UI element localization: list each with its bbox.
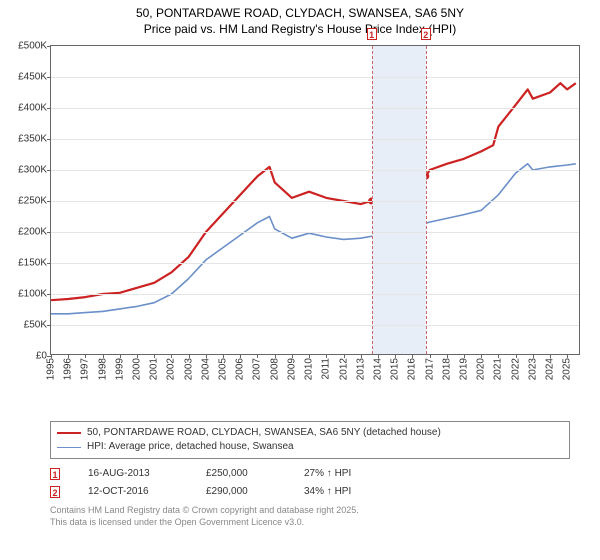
xtick-label: 1996 [63,358,74,380]
gridline [51,139,579,140]
xtick-label: 2017 [424,358,435,380]
marker-table-id: 1 [50,468,60,480]
ytick-mark [47,325,51,326]
xtick-label: 2024 [545,358,556,380]
legend-swatch [57,432,81,434]
ytick-label: £200K [18,227,47,238]
footer-attribution: Contains HM Land Registry data © Crown c… [50,505,570,528]
xtick-label: 2004 [200,358,211,380]
series-price_paid [51,83,576,300]
legend-row: 50, PONTARDAWE ROAD, CLYDACH, SWANSEA, S… [57,426,563,440]
gridline [51,294,579,295]
gridline [51,325,579,326]
legend-label: HPI: Average price, detached house, Swan… [87,440,294,454]
ytick-label: £300K [18,165,47,176]
xtick-label: 2006 [235,358,246,380]
ytick-label: £500K [18,41,47,52]
xtick-label: 2014 [372,358,383,380]
xtick-label: 2022 [510,358,521,380]
plot-area: £0£50K£100K£150K£200K£250K£300K£350K£400… [50,45,580,355]
xtick-label: 2018 [441,358,452,380]
marker-table: 1 16-AUG-2013 £250,000 27% ↑ HPI 2 12-OCT-201… [50,465,570,501]
xtick-label: 2000 [132,358,143,380]
xtick-label: 2011 [321,358,332,380]
ytick-label: £400K [18,103,47,114]
marker-table-date: 16-AUG-2013 [88,465,178,483]
gridline [51,170,579,171]
ytick-label: £50K [24,320,47,331]
xtick-label: 2003 [183,358,194,380]
marker-table-row: 2 12-OCT-2016 £290,000 34% ↑ HPI [50,483,570,501]
footer-line1: Contains HM Land Registry data © Crown c… [50,505,570,517]
marker-table-date: 12-OCT-2016 [88,483,178,501]
legend-swatch [57,447,81,448]
xtick-label: 1999 [114,358,125,380]
xtick-label: 2015 [390,358,401,380]
xtick-label: 2021 [493,358,504,380]
xtick-label: 1997 [80,358,91,380]
series-hpi [51,164,576,314]
title-line2: Price paid vs. HM Land Registry's House … [0,22,600,38]
xtick-label: 2002 [166,358,177,380]
ytick-label: £450K [18,72,47,83]
gridline [51,108,579,109]
marker-table-price: £290,000 [206,483,276,501]
xtick-label: 2009 [286,358,297,380]
legend-row: HPI: Average price, detached house, Swan… [57,440,563,454]
xtick-label: 2001 [149,358,160,380]
gridline [51,201,579,202]
ytick-mark [47,46,51,47]
ytick-label: £100K [18,289,47,300]
ytick-mark [47,294,51,295]
xtick-label: 1995 [46,358,57,380]
chart-title: 50, PONTARDAWE ROAD, CLYDACH, SWANSEA, S… [0,0,600,37]
chart-container: £0£50K£100K£150K£200K£250K£300K£350K£400… [0,37,600,417]
ytick-mark [47,263,51,264]
ytick-mark [47,139,51,140]
marker-table-row: 1 16-AUG-2013 £250,000 27% ↑ HPI [50,465,570,483]
ytick-mark [47,201,51,202]
marker-table-delta: 27% ↑ HPI [304,465,351,483]
xtick-label: 1998 [97,358,108,380]
xtick-label: 2019 [458,358,469,380]
ytick-label: £350K [18,134,47,145]
ytick-label: £250K [18,196,47,207]
legend-label: 50, PONTARDAWE ROAD, CLYDACH, SWANSEA, S… [87,426,441,440]
xtick-label: 2007 [252,358,263,380]
marker-table-price: £250,000 [206,465,276,483]
title-line1: 50, PONTARDAWE ROAD, CLYDACH, SWANSEA, S… [0,6,600,22]
ytick-mark [47,77,51,78]
xtick-label: 2012 [338,358,349,380]
marker-label: 2 [421,28,431,40]
marker-vline [426,46,427,354]
xtick-label: 2010 [304,358,315,380]
ytick-mark [47,108,51,109]
gridline [51,77,579,78]
legend: 50, PONTARDAWE ROAD, CLYDACH, SWANSEA, S… [50,421,570,459]
highlight-band [372,46,426,354]
xtick-label: 2020 [476,358,487,380]
xtick-label: 2023 [527,358,538,380]
ytick-mark [47,170,51,171]
gridline [51,263,579,264]
xtick-label: 2008 [269,358,280,380]
xtick-label: 2016 [407,358,418,380]
marker-table-id: 2 [50,486,60,498]
footer-line2: This data is licensed under the Open Gov… [50,517,570,529]
ytick-mark [47,232,51,233]
xtick-label: 2025 [562,358,573,380]
marker-label: 1 [367,28,377,40]
marker-table-delta: 34% ↑ HPI [304,483,351,501]
xtick-label: 2005 [218,358,229,380]
ytick-label: £150K [18,258,47,269]
gridline [51,232,579,233]
marker-vline [372,46,373,354]
xtick-label: 2013 [355,358,366,380]
